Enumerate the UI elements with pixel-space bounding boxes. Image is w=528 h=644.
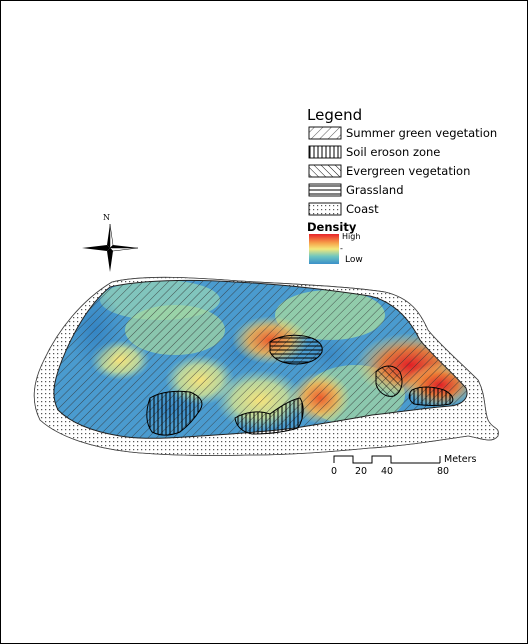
legend-swatches <box>308 126 342 264</box>
scale-tick-20: 20 <box>355 466 368 477</box>
legend-swatch-evergreen <box>308 164 342 178</box>
scale-tick-0: 0 <box>331 466 338 477</box>
density-low-label: Low <box>345 255 363 265</box>
density-mid-label: - <box>340 244 343 253</box>
legend-label-soil-erosion: Soil eroson zone <box>346 145 441 159</box>
grassland-area <box>269 334 323 365</box>
soil-erosion-zone-1 <box>146 390 203 436</box>
scale-tick-40: 40 <box>381 466 394 477</box>
legend-label-summer-green: Summer green vegetation <box>346 126 498 140</box>
compass-rose-icon <box>82 223 139 272</box>
legend-swatch-summer-green <box>308 126 342 140</box>
density-color-ramp <box>309 234 339 264</box>
scale-bar <box>333 455 441 464</box>
legend-label-grassland: Grassland <box>346 183 404 197</box>
legend-label-coast: Coast <box>346 202 379 216</box>
density-high-label: High <box>342 232 361 241</box>
density-title: Density <box>307 220 357 234</box>
scale-unit: Meters <box>444 454 477 465</box>
evergreen-vegetation-area <box>375 365 403 397</box>
legend-swatch-coast <box>308 202 342 216</box>
legend-title: Legend <box>307 106 363 124</box>
soil-erosion-zone-2 <box>234 397 304 435</box>
legend-swatch-soil-erosion <box>308 145 342 159</box>
north-label: N <box>103 213 110 222</box>
scale-tick-80: 80 <box>437 466 450 477</box>
soil-erosion-zone-3 <box>408 386 454 406</box>
legend-swatch-grassland <box>308 183 342 197</box>
legend-label-evergreen: Evergreen vegetation <box>346 164 471 178</box>
